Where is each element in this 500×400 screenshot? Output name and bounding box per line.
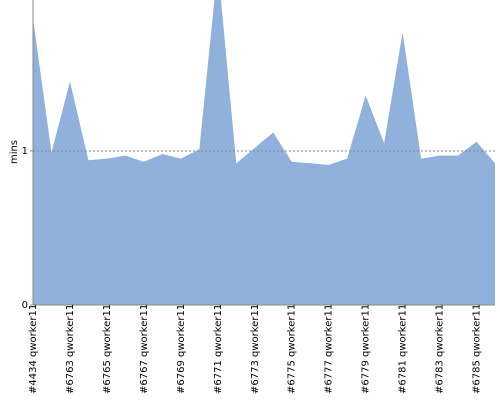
x-tick-label: #4434 qworker11 xyxy=(28,304,39,394)
x-tick-label: #6779 qworker11 xyxy=(361,304,372,394)
x-tick-label: #6767 qworker11 xyxy=(139,304,150,394)
area xyxy=(33,0,495,305)
x-tick-label: #6775 qworker11 xyxy=(287,304,298,394)
x-tick-label: #6773 qworker11 xyxy=(250,304,261,394)
x-tick-label: #6785 qworker11 xyxy=(472,304,483,394)
y-tick-label: 1 xyxy=(22,146,28,157)
x-tick-label: #6781 qworker11 xyxy=(398,304,409,394)
x-tick-label: #6765 qworker11 xyxy=(102,304,113,394)
x-tick-label: #6771 qworker11 xyxy=(213,304,224,394)
x-tick-label: #6777 qworker11 xyxy=(324,304,335,394)
x-tick-label: #6783 qworker11 xyxy=(435,304,446,394)
x-tick-label: #6769 qworker11 xyxy=(176,304,187,394)
x-tick-label: #6763 qworker11 xyxy=(65,304,76,394)
y-axis-label: mins xyxy=(9,140,20,164)
y-tick-label: 0 xyxy=(22,300,28,311)
